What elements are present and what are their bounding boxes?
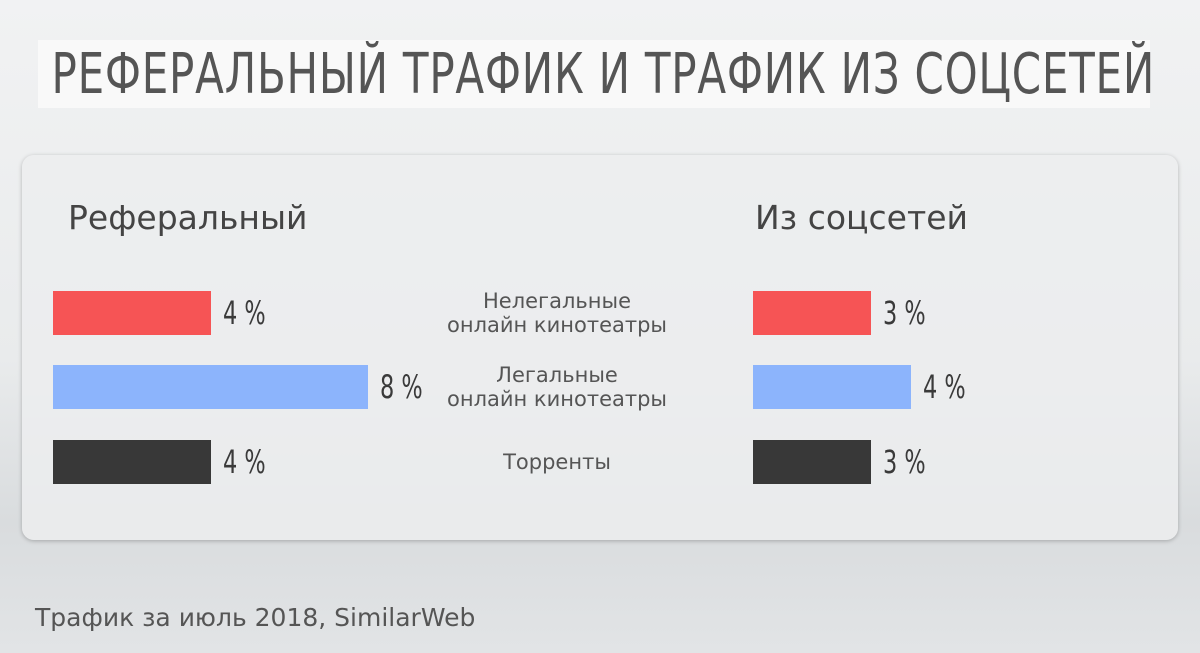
series-name: Из соцсетей (755, 198, 968, 237)
chart-title: РЕФЕРАЛЬНЫЙ ТРАФИК И ТРАФИК ИЗ СОЦСЕТЕЙ (51, 42, 1156, 107)
bar (753, 440, 872, 484)
bar (53, 440, 211, 484)
value-label: 3 % (883, 294, 926, 332)
bar (53, 291, 211, 335)
value-label: 4 % (222, 443, 266, 481)
bar (53, 365, 368, 409)
panel (22, 155, 1178, 540)
title-box: РЕФЕРАЛЬНЫЙ ТРАФИК И ТРАФИК ИЗ СОЦСЕТЕЙ (38, 40, 1154, 108)
value-label: 4 % (222, 294, 266, 332)
source: Трафик за июль 2018, SimilarWeb (35, 603, 476, 632)
category-label: Легальные онлайн кинотеатры (447, 363, 667, 411)
bar (753, 291, 872, 335)
category-label: Нелегальные онлайн кинотеатры (447, 289, 667, 337)
series-name: Реферальный (68, 198, 308, 237)
value-label: 8 % (380, 368, 423, 406)
value-label: 4 % (922, 368, 966, 406)
category-label: Торренты (503, 450, 611, 474)
bar (753, 365, 911, 409)
value-label: 3 % (883, 443, 926, 481)
